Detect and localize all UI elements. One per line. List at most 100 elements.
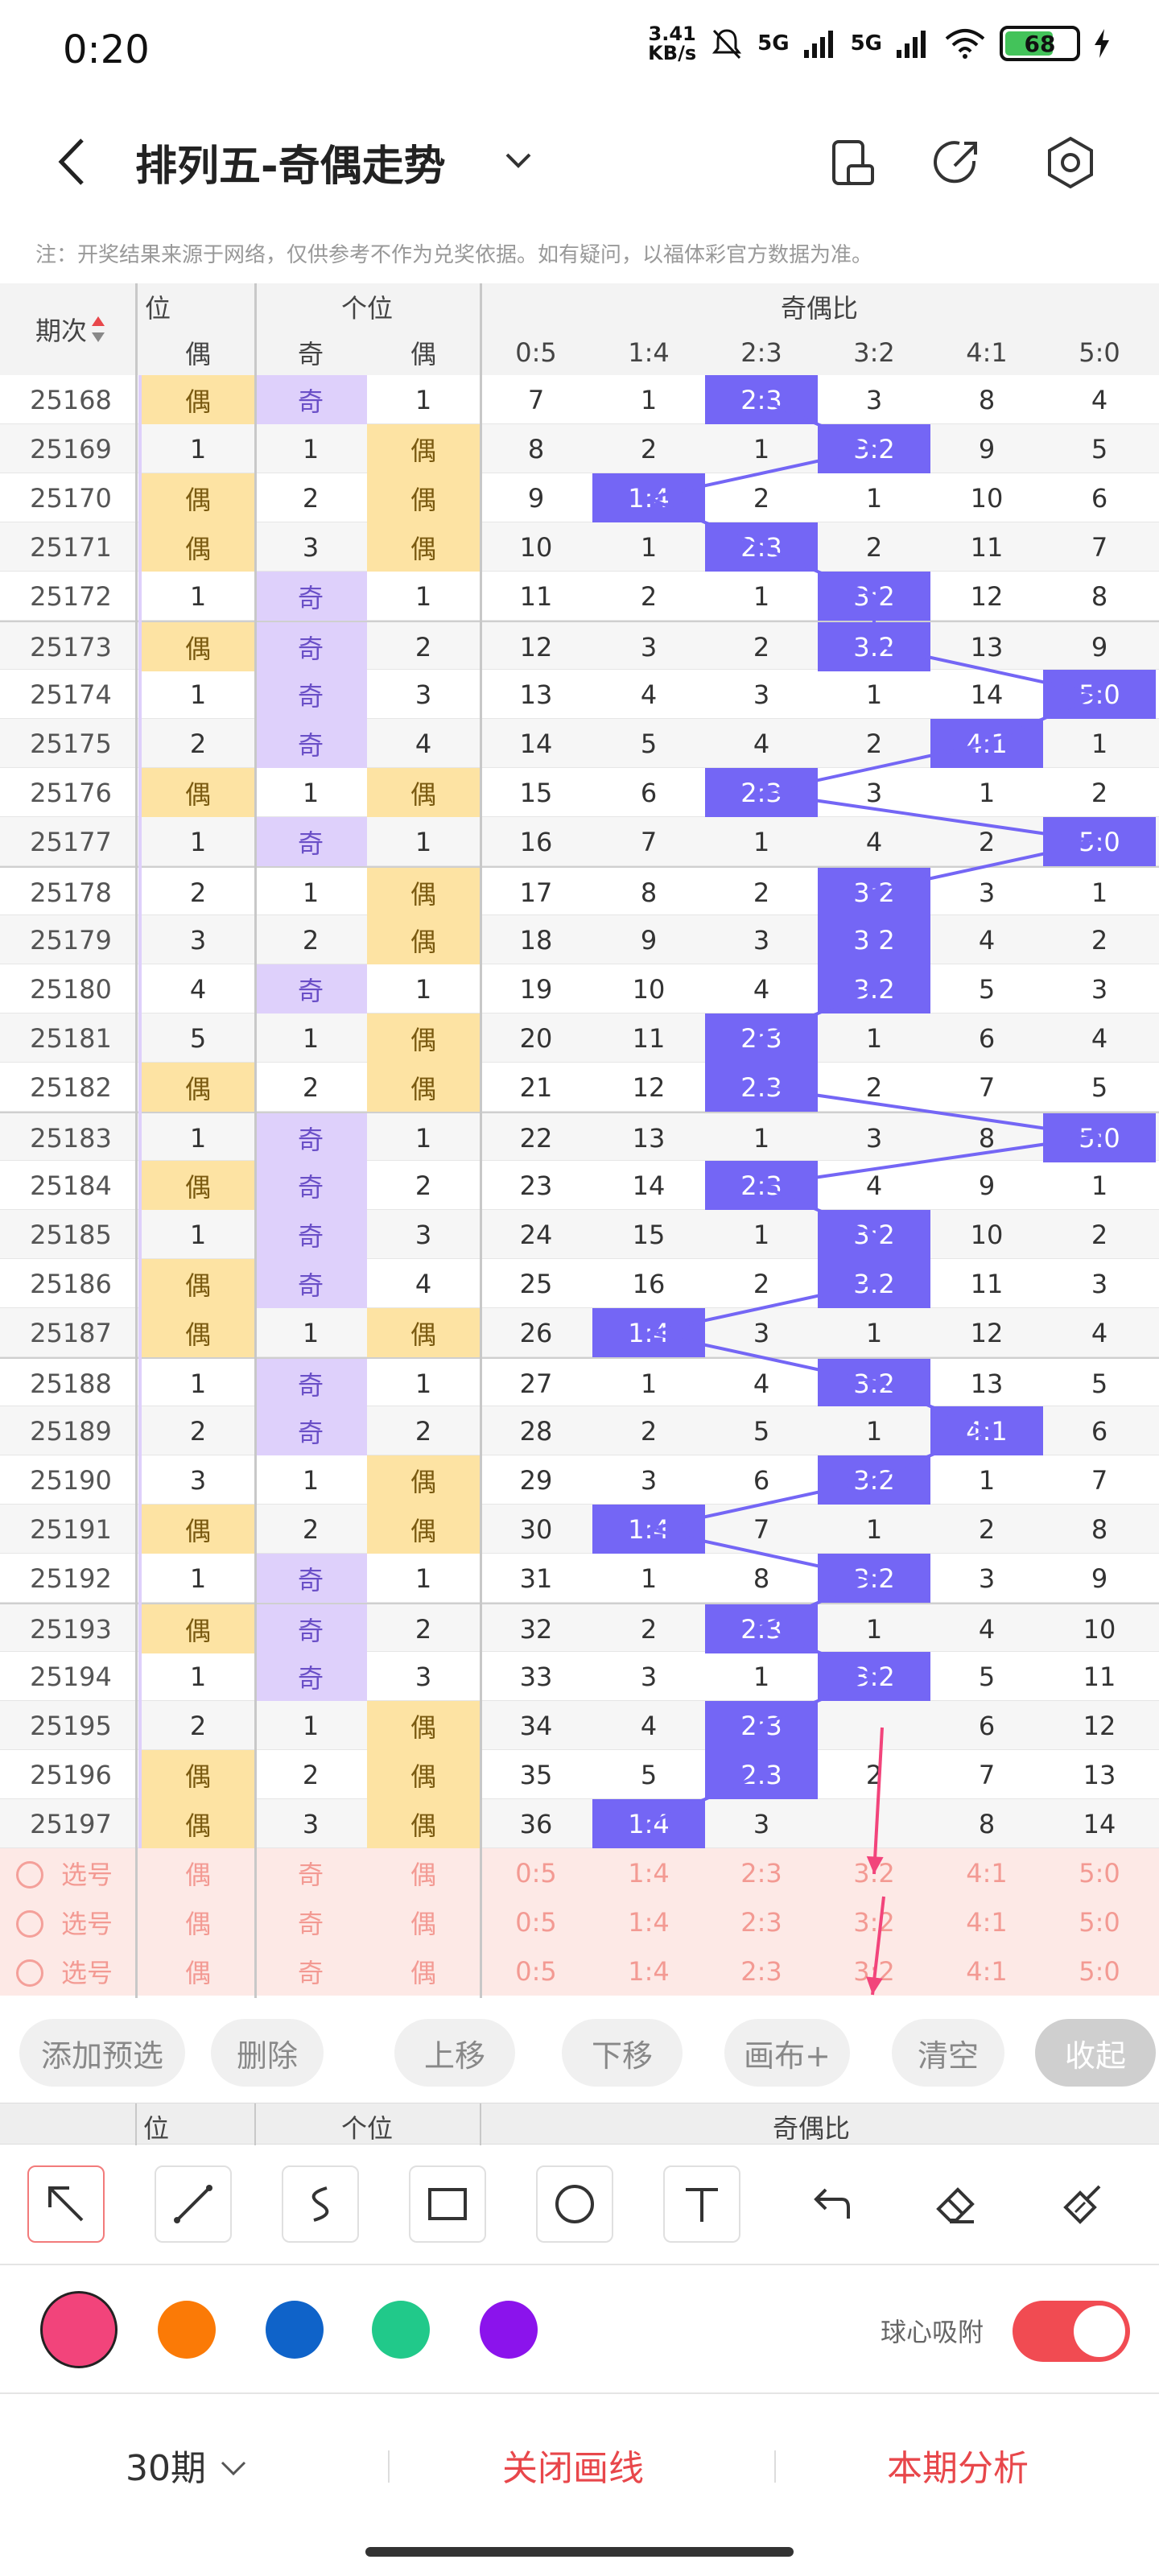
table-cell: 1	[189, 580, 207, 612]
rectangle-tool[interactable]	[409, 2165, 486, 2243]
snap-toggle[interactable]	[1013, 2301, 1130, 2362]
table-cell: 1	[865, 1415, 883, 1447]
color-swatch-0[interactable]	[40, 2291, 118, 2368]
pick-radio[interactable]	[16, 1910, 43, 1938]
line-tool[interactable]	[155, 2165, 232, 2243]
table-cell: 2	[189, 728, 207, 759]
pick-cell[interactable]: 0:5	[515, 1955, 557, 1987]
table-cell: 2	[753, 631, 770, 663]
pick-cell[interactable]: 1:4	[628, 1857, 670, 1889]
pick-cell[interactable]: 偶	[410, 1908, 436, 1939]
text-tool[interactable]	[663, 2165, 740, 2243]
close-lines-button[interactable]: 关闭画线	[502, 2448, 644, 2489]
pick-cell[interactable]: 1:4	[628, 1955, 670, 1987]
pick-radio[interactable]	[16, 1959, 43, 1987]
period-cell: 25186	[30, 1268, 112, 1299]
table-cell: 2	[302, 482, 320, 514]
circle-tool[interactable]	[536, 2165, 613, 2243]
pick-cell[interactable]: 奇	[297, 1957, 324, 1988]
action-button-4[interactable]: 画布+	[724, 2019, 850, 2087]
action-button-0[interactable]: 添加预选	[19, 2019, 185, 2087]
screen-rotate-icon[interactable]	[821, 130, 885, 195]
pick-cell[interactable]: 5:0	[1079, 1906, 1120, 1938]
pick-radio[interactable]	[16, 1861, 43, 1889]
table-cell: 1	[753, 1122, 770, 1154]
table-cell: 8	[1091, 1513, 1108, 1545]
table-cell: 8	[640, 877, 658, 908]
snap-label: 球心吸附	[881, 2317, 984, 2347]
table-cell: 13	[1083, 1759, 1116, 1790]
chevron-down-icon[interactable]	[502, 145, 534, 177]
action-button-2[interactable]: 上移	[394, 2019, 515, 2087]
pick-cell[interactable]: 偶	[184, 1859, 211, 1890]
pick-cell[interactable]: 5:0	[1079, 1857, 1120, 1889]
pick-cell[interactable]: 0:5	[515, 1906, 557, 1938]
table-cell: 偶	[367, 1308, 480, 1357]
table-cell: 12	[632, 1071, 666, 1103]
pick-cell[interactable]: 3:2	[853, 1906, 895, 1938]
page-title[interactable]: 排列五-奇偶走势	[135, 142, 446, 191]
color-swatch-3[interactable]	[372, 2301, 430, 2359]
charging-icon	[1095, 29, 1109, 58]
action-button-6[interactable]: 收起	[1035, 2019, 1156, 2087]
table-cell: 34	[519, 1710, 553, 1741]
table-cell: 偶	[142, 375, 254, 424]
color-swatch-1[interactable]	[158, 2301, 216, 2359]
table-cell: 1	[1091, 877, 1108, 908]
pick-cell[interactable]: 偶	[184, 1957, 211, 1988]
table-cell: 偶	[367, 1505, 480, 1554]
pick-cell[interactable]: 4:1	[966, 1955, 1008, 1987]
table-cell: 偶	[367, 522, 480, 572]
clear-canvas-tool[interactable]	[1045, 2165, 1122, 2243]
action-bar: 添加预选 删除 上移 下移 画布+ 清空 收起	[0, 1998, 1159, 2103]
pick-cell[interactable]: 2:3	[740, 1955, 782, 1987]
back-arrow-icon[interactable]	[48, 134, 97, 190]
action-button-1[interactable]: 删除	[211, 2019, 324, 2087]
pick-cell[interactable]: 0:5	[515, 1857, 557, 1889]
pick-cell[interactable]: 奇	[297, 1908, 324, 1939]
home-indicator[interactable]	[365, 2547, 794, 2557]
pick-cell[interactable]: 1:4	[628, 1906, 670, 1938]
table-cell: 12	[970, 580, 1004, 612]
arrow-tool[interactable]	[27, 2165, 105, 2243]
period-cell: 25171	[30, 531, 112, 563]
action-button-5[interactable]: 清空	[892, 2019, 1004, 2087]
battery-icon: 68	[1000, 26, 1080, 61]
undo-tool[interactable]	[790, 2165, 868, 2243]
table-cell: 3	[753, 1808, 770, 1839]
pick-cell[interactable]: 奇	[297, 1859, 324, 1890]
pick-cell[interactable]: 2:3	[740, 1857, 782, 1889]
table-cell: 5	[753, 1415, 770, 1447]
pick-cell[interactable]: 5:0	[1079, 1955, 1120, 1987]
action-button-3[interactable]: 下移	[562, 2019, 683, 2087]
analysis-button[interactable]: 本期分析	[887, 2448, 1029, 2489]
color-swatch-4[interactable]	[480, 2301, 538, 2359]
table-cell: 36	[519, 1808, 553, 1839]
pick-cell[interactable]: 偶	[410, 1859, 436, 1890]
settings-icon[interactable]	[1038, 130, 1103, 195]
table-cell: 1	[978, 777, 996, 808]
table-cell: 4	[753, 1368, 770, 1399]
pick-cell[interactable]: 偶	[184, 1908, 211, 1939]
period-selector[interactable]: 30期	[126, 2439, 250, 2491]
sub-group-position: 位	[143, 2113, 170, 2144]
curve-tool[interactable]	[282, 2165, 359, 2243]
pick-cell[interactable]: 2:3	[740, 1906, 782, 1938]
color-swatch-2[interactable]	[266, 2301, 324, 2359]
pick-label: 选号	[61, 1957, 113, 1988]
table-cell: 偶	[367, 1701, 480, 1750]
period-cell: 25189	[30, 1415, 112, 1447]
pick-cell[interactable]: 4:1	[966, 1857, 1008, 1889]
period-header[interactable]: 期次	[0, 283, 142, 375]
table-cell: 1	[189, 433, 207, 464]
trend-polyline	[643, 398, 1105, 1826]
table-cell: 3	[415, 679, 432, 710]
table-cell: 1	[415, 1563, 432, 1594]
share-icon[interactable]	[926, 130, 990, 195]
eraser-tool[interactable]	[918, 2165, 995, 2243]
pick-cell[interactable]: 4:1	[966, 1906, 1008, 1938]
pick-cell[interactable]: 偶	[410, 1957, 436, 1988]
